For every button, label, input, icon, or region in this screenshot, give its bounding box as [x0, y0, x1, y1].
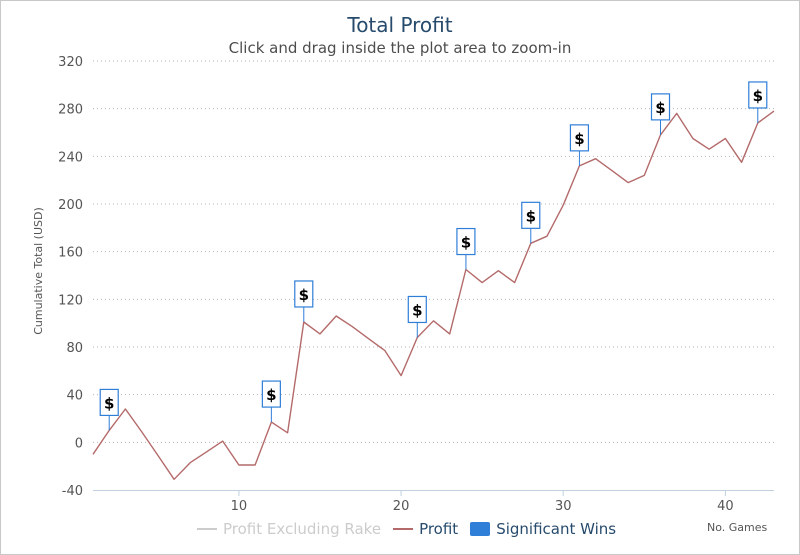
y-tick-label: 120	[58, 293, 83, 308]
flag-box	[407, 295, 427, 324]
y-tick-label: -40	[62, 484, 83, 499]
flag-box	[748, 81, 768, 109]
chart-legend: Profit Excluding Rake Profit Significant…	[197, 520, 628, 538]
legend-item-profit[interactable]: Profit	[393, 520, 458, 538]
chart-title: Total Profit	[347, 13, 453, 37]
y-axis-label: Cumulative Total (USD)	[32, 207, 45, 335]
x-tick-label: 20	[393, 499, 410, 514]
legend-label: Profit Excluding Rake	[223, 520, 382, 538]
flag-box	[456, 227, 476, 256]
flag-box	[99, 388, 119, 417]
y-tick-label: 320	[58, 55, 83, 70]
significant-win-flag[interactable]: $	[261, 380, 281, 423]
flag-label: $	[266, 386, 276, 404]
flag-label: $	[412, 301, 422, 319]
significant-win-flag[interactable]: $	[748, 81, 768, 123]
y-tick-label: 200	[58, 198, 83, 213]
profit-series-line[interactable]	[92, 110, 775, 480]
flag-box	[650, 93, 671, 121]
legend-label: Significant Wins	[496, 520, 617, 538]
significant-win-flag[interactable]: $	[294, 280, 314, 322]
flag-label: $	[753, 87, 763, 105]
significant-win-flag[interactable]: $	[456, 227, 476, 270]
flag-label: $	[104, 394, 114, 412]
legend-line-swatch	[197, 528, 217, 530]
flag-box	[294, 280, 314, 308]
y-tick-label: 280	[58, 103, 83, 118]
flag-box	[261, 380, 281, 408]
flag-label: $	[526, 207, 536, 225]
flag-label: $	[461, 234, 471, 252]
legend-item-profit-excluding-rake[interactable]: Profit Excluding Rake	[197, 520, 381, 538]
significant-win-flag[interactable]: $	[99, 388, 119, 431]
x-tick-label: 30	[555, 499, 572, 514]
x-tick-label: 40	[717, 499, 734, 514]
legend-line-swatch	[393, 528, 414, 530]
flag-label: $	[574, 130, 584, 148]
x-tick-label: 10	[231, 499, 248, 514]
flag-label: $	[655, 99, 665, 117]
significant-win-flag[interactable]: $	[521, 201, 541, 244]
significant-win-flag[interactable]: $	[650, 93, 671, 135]
legend-label: Profit	[419, 520, 459, 538]
y-tick-label: 40	[66, 389, 83, 404]
y-tick-label: 160	[58, 246, 83, 261]
x-axis-label: No. Games	[707, 521, 768, 534]
y-tick-label: 0	[75, 436, 83, 451]
y-tick-label: 240	[58, 150, 83, 165]
significant-win-flag[interactable]: $	[569, 124, 590, 166]
flag-label: $	[299, 286, 309, 304]
legend-item-significant-wins[interactable]: Significant Wins	[470, 520, 616, 538]
significant-win-flag[interactable]: $	[407, 295, 427, 338]
flag-box	[521, 201, 541, 229]
legend-box-swatch	[470, 522, 491, 536]
y-tick-label: 80	[66, 341, 83, 356]
flag-box	[569, 124, 590, 152]
chart-subtitle: Click and drag inside the plot area to z…	[228, 39, 572, 57]
